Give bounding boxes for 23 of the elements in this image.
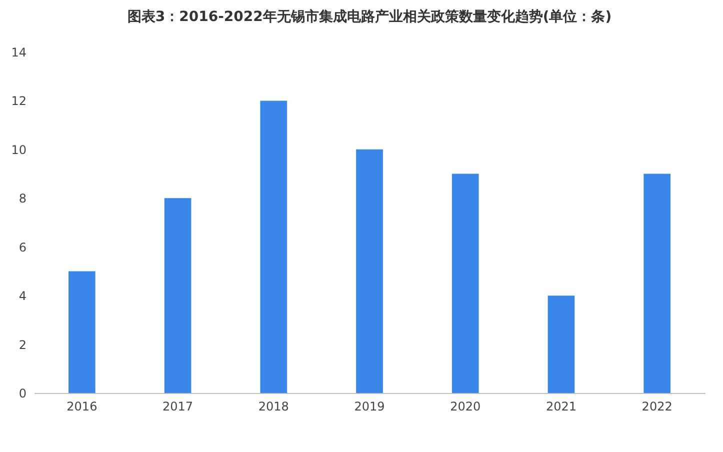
- y-tick-label: 12: [11, 94, 26, 108]
- y-tick-label: 0: [18, 386, 26, 400]
- bar: [644, 174, 670, 393]
- x-tick-label: 2022: [642, 400, 672, 414]
- y-tick-label: 2: [18, 338, 26, 352]
- x-tick-label: 2021: [546, 400, 576, 414]
- bar: [356, 149, 383, 393]
- y-tick-label: 14: [11, 46, 26, 60]
- y-tick-label: 6: [18, 240, 26, 254]
- y-tick-label: 4: [18, 289, 26, 304]
- x-tick-label: 2018: [258, 400, 289, 414]
- bar: [452, 174, 479, 393]
- bar: [548, 296, 575, 393]
- bar: [164, 198, 192, 393]
- x-tick-label: 2020: [450, 400, 481, 414]
- x-tick-label: 2017: [162, 400, 194, 414]
- bar: [68, 271, 96, 393]
- x-tick-label: 2019: [354, 400, 385, 414]
- bar: [260, 100, 288, 393]
- x-tick-label: 2016: [66, 400, 98, 414]
- y-tick-label: 8: [18, 192, 26, 206]
- y-tick-label: 10: [11, 142, 26, 157]
- chart-title: 图表3：2016-2022年无锡市集成电路产业相关政策数量变化趋势(单位：条): [127, 8, 612, 25]
